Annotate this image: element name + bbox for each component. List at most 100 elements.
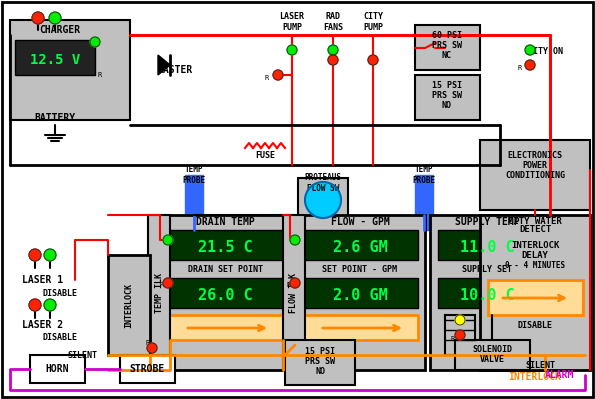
Text: SUPPLY TEMP: SUPPLY TEMP [455,217,519,227]
Text: INTERLOCK: INTERLOCK [124,282,133,328]
Circle shape [163,278,173,288]
Circle shape [290,278,300,288]
Circle shape [328,45,338,55]
Text: DRAIN TEMP: DRAIN TEMP [196,217,255,227]
Text: DISABLE: DISABLE [42,334,77,342]
Circle shape [49,12,61,24]
Text: R: R [451,336,455,342]
Bar [283,215,305,370]
Bar [438,230,538,260]
Text: PROTEAUS
FLOW SW: PROTEAUS FLOW SW [305,173,342,193]
Bar [168,315,283,340]
Text: 15 PSI: 15 PSI [305,348,335,356]
Text: DETECT: DETECT [519,225,551,235]
Text: INTERLOCK: INTERLOCK [511,241,559,249]
Circle shape [287,45,297,55]
Circle shape [29,249,41,261]
Text: CITY WATER: CITY WATER [508,217,562,227]
Text: SOLENOID: SOLENOID [472,346,512,354]
Text: NO: NO [315,367,325,377]
Text: STROBE: STROBE [129,364,165,374]
Text: 2.6 GM: 2.6 GM [333,239,387,255]
Text: TEMP
PROBE: TEMP PROBE [412,165,436,185]
Circle shape [525,45,535,55]
Circle shape [525,60,535,70]
Text: SUPPLY SET: SUPPLY SET [462,265,512,275]
Bar [480,215,590,370]
Text: FLOW ILK: FLOW ILK [290,273,299,313]
Text: 26.0 C: 26.0 C [198,288,252,302]
Text: R: R [265,75,269,81]
Bar [415,25,480,70]
Circle shape [32,12,44,24]
Circle shape [90,37,100,47]
Text: LASER 2: LASER 2 [22,320,63,330]
Bar [303,230,418,260]
Circle shape [328,55,338,65]
Bar [303,278,418,308]
Text: VALVE: VALVE [480,356,505,365]
Bar [108,255,150,355]
Text: BATTERY: BATTERY [35,113,76,123]
Text: NO: NO [442,101,452,109]
Bar [148,215,170,370]
Text: RAD
FANS: RAD FANS [323,12,343,32]
Bar [30,355,85,383]
Circle shape [44,249,56,261]
Bar [15,40,95,75]
Text: DRAIN SET POINT: DRAIN SET POINT [187,265,262,275]
Text: CONDITIONING: CONDITIONING [505,170,565,180]
Text: LASER
PUMP: LASER PUMP [280,12,305,32]
Bar [285,340,355,385]
Bar [415,175,433,230]
Circle shape [455,330,465,340]
Circle shape [305,182,341,218]
Bar [185,175,203,230]
Text: INTERLOCK: INTERLOCK [509,372,562,382]
Text: 10.0 C: 10.0 C [459,288,514,302]
Bar [480,140,590,210]
Text: 12.5 V: 12.5 V [30,53,80,67]
Text: 60 PSI: 60 PSI [432,30,462,40]
Bar [430,215,545,370]
Circle shape [273,70,283,80]
Circle shape [290,235,300,245]
Text: DISABLE: DISABLE [42,288,77,298]
Text: POWER: POWER [522,160,547,170]
Text: R: R [146,340,150,346]
Text: LASER 1: LASER 1 [22,275,63,285]
Text: ALARM: ALARM [545,370,575,380]
Bar [295,215,425,370]
Circle shape [455,315,465,325]
Bar [10,20,130,120]
Text: NC: NC [442,51,452,59]
Text: SILENT: SILENT [525,361,555,369]
Bar [415,75,480,120]
Bar [120,355,175,383]
Bar [455,340,530,370]
Bar [298,178,348,223]
Text: 11.0 C: 11.0 C [459,239,514,255]
Text: 21.5 C: 21.5 C [198,239,252,255]
Text: R: R [287,282,291,288]
Text: ELECTRONICS: ELECTRONICS [508,150,562,160]
Text: FUSE: FUSE [255,150,275,160]
Text: 2.0 GM: 2.0 GM [333,288,387,302]
Text: PRS SW: PRS SW [432,91,462,99]
Bar [168,278,283,308]
Circle shape [29,299,41,311]
Text: R: R [160,282,164,288]
Circle shape [163,235,173,245]
Text: TEMP ILK: TEMP ILK [155,273,164,313]
Circle shape [368,55,378,65]
Text: 15 PSI: 15 PSI [432,81,462,89]
Text: FLOW - GPM: FLOW - GPM [331,217,389,227]
Text: PRS SW: PRS SW [432,41,462,49]
Polygon shape [158,55,170,75]
Text: CITY ON: CITY ON [528,47,562,57]
Circle shape [44,299,56,311]
Bar [438,278,538,308]
Text: CITY
PUMP: CITY PUMP [363,12,383,32]
Bar [168,230,283,260]
Bar [445,315,475,355]
